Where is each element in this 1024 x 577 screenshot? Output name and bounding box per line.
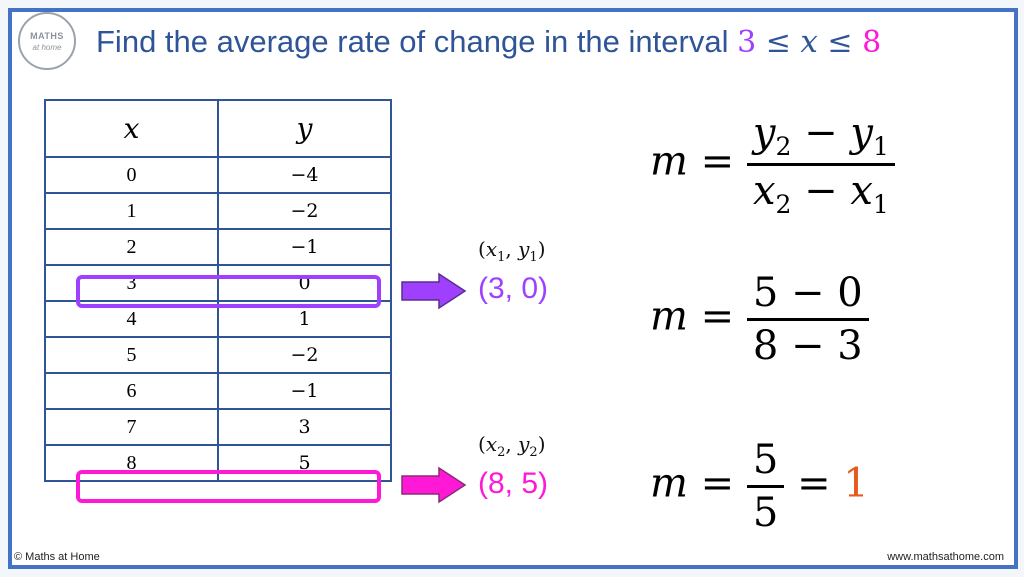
simplified-equation: m = 5 5 = 1 — [650, 437, 869, 536]
y-cell: 3 — [217, 408, 392, 446]
interval-lower: 3 — [737, 25, 757, 60]
point-2-label: (x2, y2) — [478, 432, 546, 460]
arrow-right-icon — [401, 272, 467, 310]
highlight-row-x3 — [76, 275, 381, 308]
y-cell: −2 — [217, 192, 392, 230]
highlight-row-x8 — [76, 470, 381, 503]
y-cell: −1 — [217, 228, 392, 266]
x-cell: 4 — [44, 300, 219, 338]
y-cell: −4 — [217, 156, 392, 194]
logo-line-1: MATHS — [30, 31, 64, 41]
formula-fraction: y2 − y1 x2 − x1 — [746, 110, 895, 219]
y-cell: 0 — [217, 264, 392, 302]
table-row: 6 −1 — [44, 372, 392, 410]
simplified-fraction: 5 5 — [746, 437, 785, 536]
point-1-value: (3, 0) — [478, 272, 549, 305]
x-cell: 6 — [44, 372, 219, 410]
header-x: x — [44, 99, 219, 158]
x-cell: 7 — [44, 408, 219, 446]
x-cell: 3 — [44, 264, 219, 302]
title-text: Find the average rate of change in the i… — [96, 24, 738, 59]
table-header-row: x y — [44, 99, 392, 158]
website-url: www.mathsathome.com — [887, 551, 1004, 563]
table-row: 0 −4 — [44, 156, 392, 194]
maths-at-home-logo: MATHS at home — [18, 12, 76, 70]
x-cell: 1 — [44, 192, 219, 230]
point-2-value: (8, 5) — [478, 467, 549, 500]
x-cell: 2 — [44, 228, 219, 266]
table-row: 5 −2 — [44, 336, 392, 374]
copyright-text: © Maths at Home — [14, 551, 100, 563]
slope-formula: m = y2 − y1 x2 − x1 — [650, 110, 895, 219]
y-cell: −1 — [217, 372, 392, 410]
y-cell: 5 — [217, 444, 392, 482]
x-cell: 8 — [44, 444, 219, 482]
interval-variable: x — [800, 24, 818, 60]
logo-line-2: at home — [32, 43, 62, 52]
header-y: y — [217, 99, 392, 158]
y-cell: −2 — [217, 336, 392, 374]
x-cell: 0 — [44, 156, 219, 194]
substituted-fraction: 5 − 0 8 − 3 — [746, 270, 869, 369]
arrow-right-icon — [401, 466, 467, 504]
leq-symbol-1: ≤ — [756, 25, 801, 60]
table-row: 2 −1 — [44, 228, 392, 266]
point-1-label: (x1, y1) — [478, 237, 546, 265]
interval-upper: 8 — [862, 25, 882, 60]
answer-value: 1 — [843, 460, 869, 507]
leq-symbol-2: ≤ — [817, 25, 863, 60]
page-title: Find the average rate of change in the i… — [96, 24, 881, 60]
table-row: 1 −2 — [44, 192, 392, 230]
x-cell: 5 — [44, 336, 219, 374]
substituted-equation: m = 5 − 0 8 − 3 — [650, 270, 869, 369]
